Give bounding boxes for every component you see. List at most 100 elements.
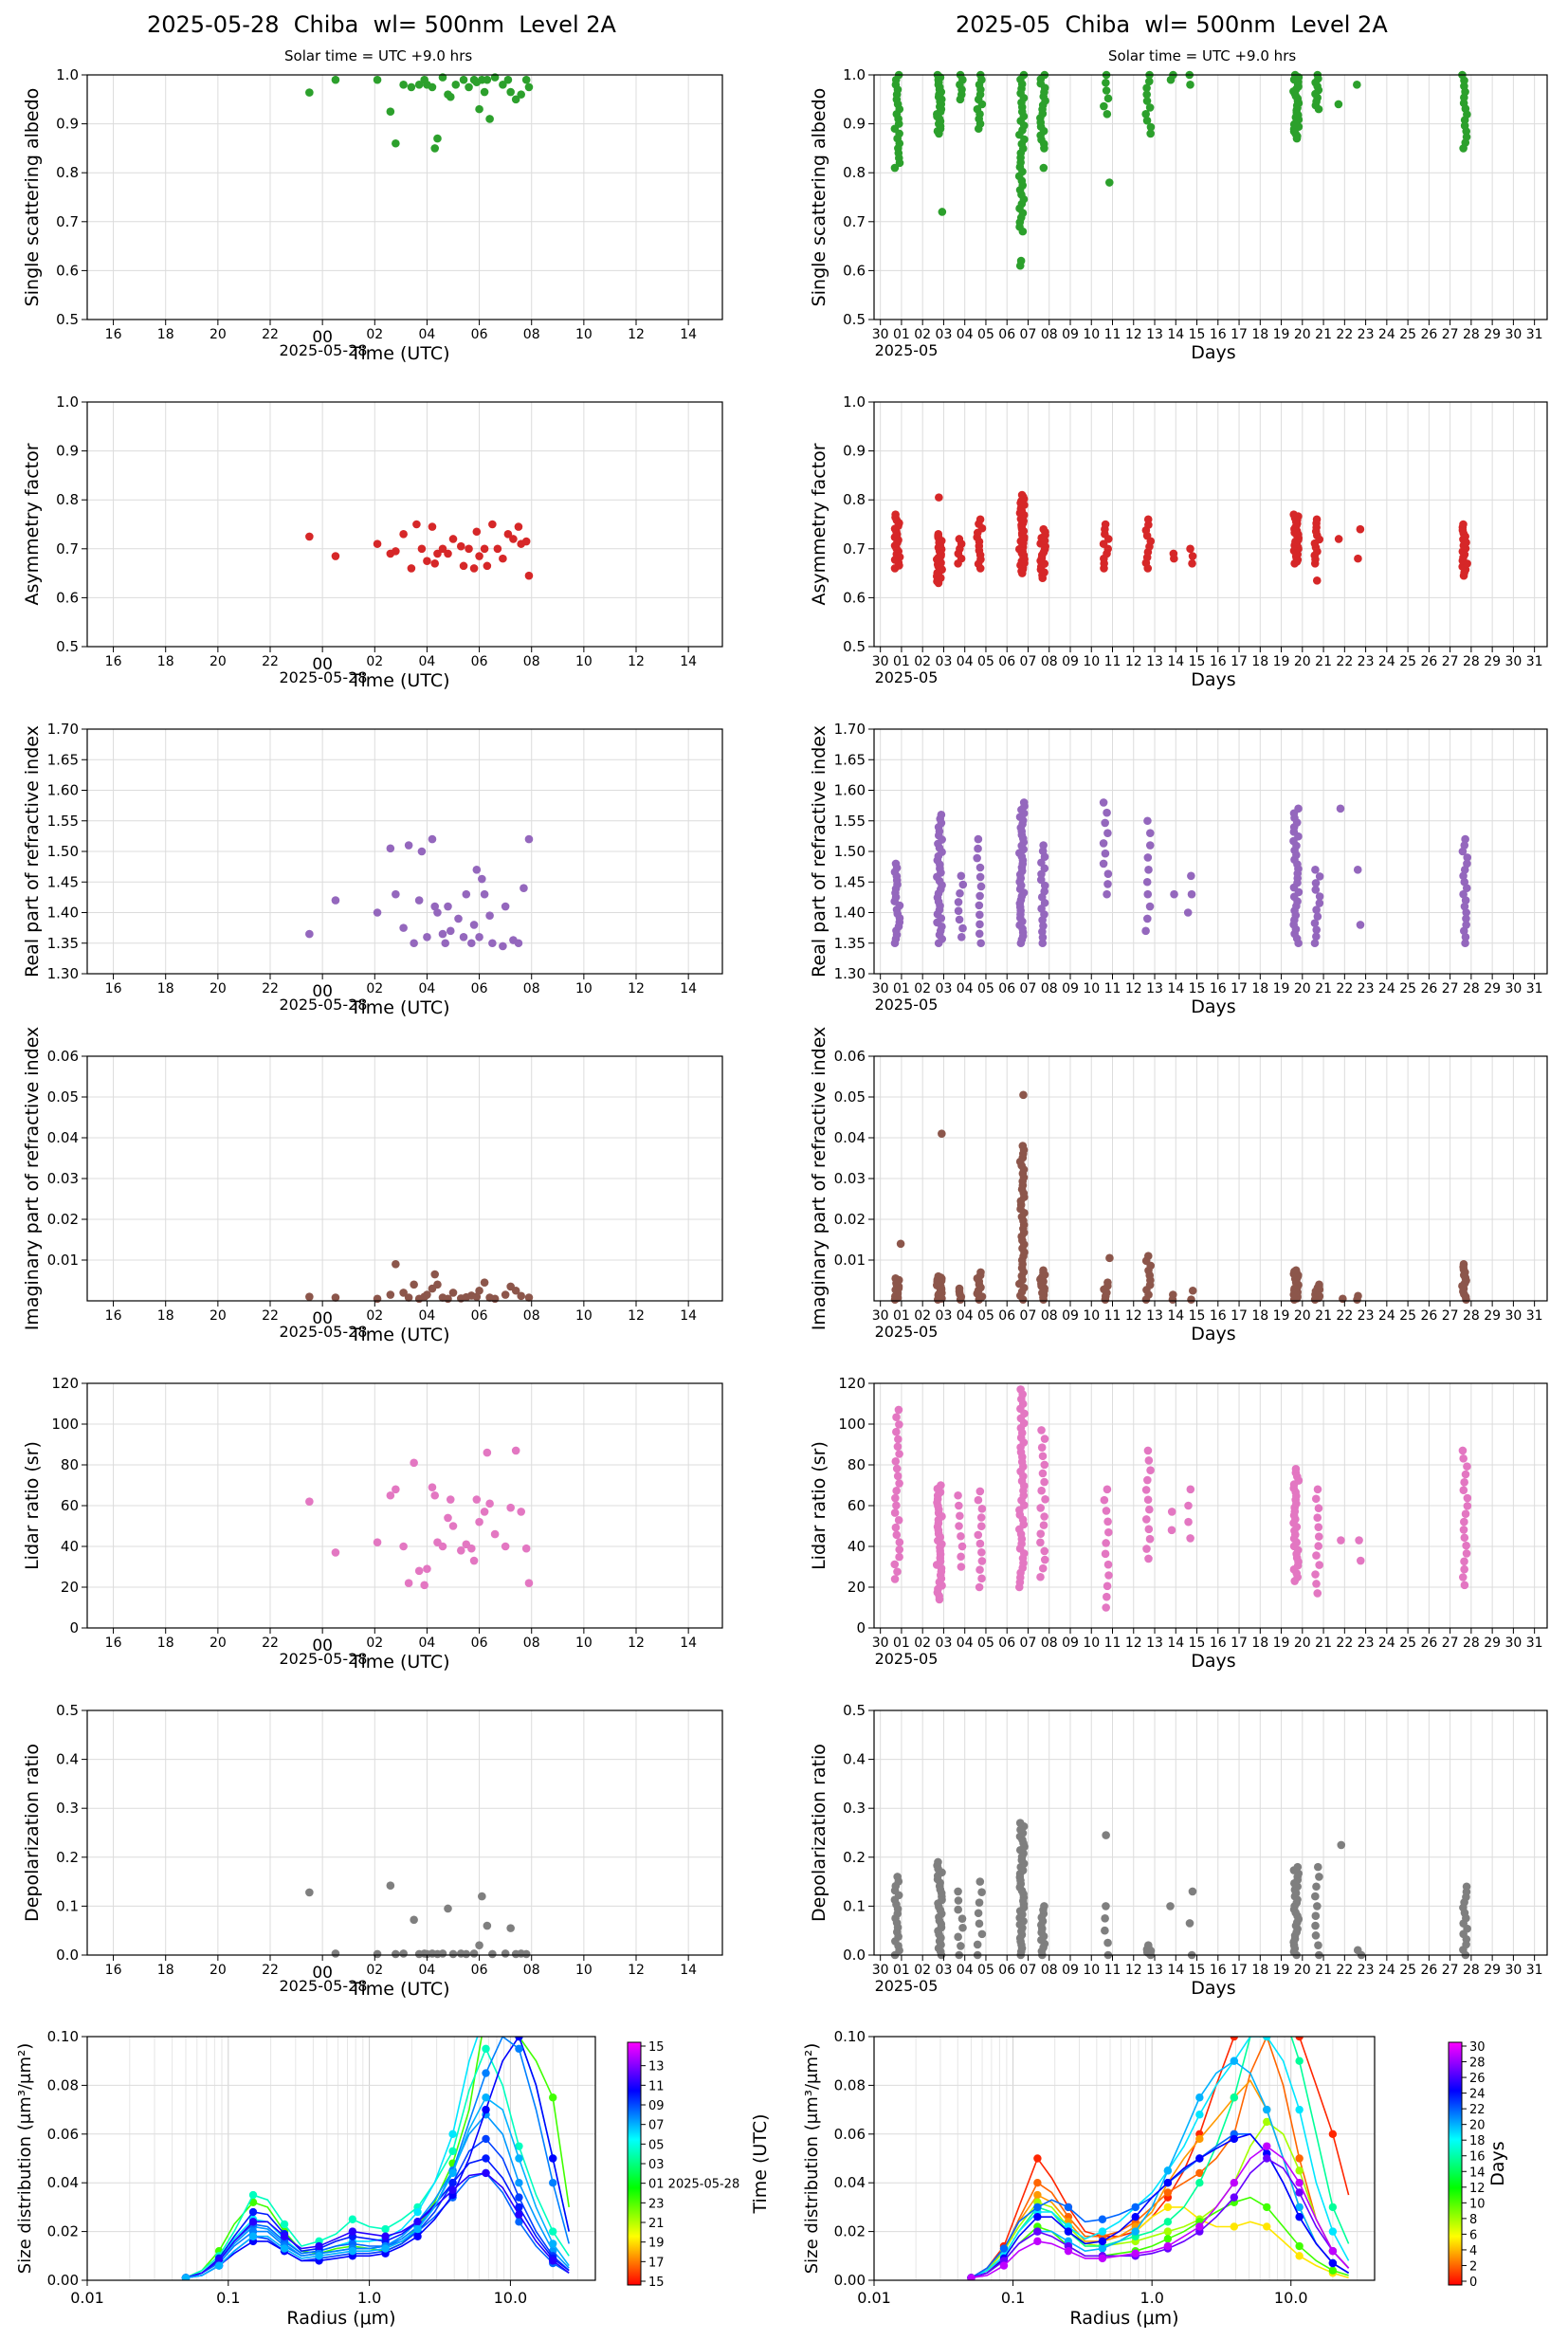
y-tick-label: 1.55: [47, 813, 79, 830]
data-point: [1040, 1512, 1048, 1521]
x-axis-label: Days: [1191, 1324, 1235, 1344]
x-tick-label: 14: [1167, 1636, 1184, 1651]
y-tick-label: 1.35: [47, 935, 79, 952]
data-point: [954, 1932, 962, 1942]
data-point: [1458, 1573, 1468, 1581]
x-tick-label: 23: [1358, 1636, 1375, 1651]
x-tick-label: 19: [1273, 654, 1290, 669]
x-date-label: 2025-05: [875, 1650, 939, 1668]
series-point: [413, 2224, 422, 2234]
data-point: [480, 1278, 489, 1287]
data-point: [1037, 1486, 1046, 1495]
colorbar-tick-label: 15: [648, 2040, 665, 2055]
y-tick-label: 0.01: [47, 1252, 79, 1269]
x-tick-label: 05: [977, 654, 994, 669]
x-tick-label: 22: [1336, 1963, 1353, 1978]
data-point: [938, 208, 947, 216]
data-point: [373, 539, 382, 548]
data-point: [485, 911, 494, 921]
x-tick-label: 15: [1189, 981, 1206, 996]
data-point: [1313, 1902, 1322, 1910]
x-tick-label: 25: [1399, 981, 1416, 996]
data-point: [1039, 1521, 1048, 1529]
data-point: [1038, 1452, 1048, 1461]
series-point: [348, 2227, 357, 2236]
x-tick-label: 22: [262, 1963, 279, 1978]
panel-R_depol: 30 01 02 03 04 05 06 07 08 09 10 11 12 13 14 15 16 17 18 19…: [809, 1702, 1548, 1999]
x-tick-label: 03: [936, 327, 953, 342]
x-tick-label: 08: [1041, 1308, 1058, 1324]
x-axis-label: Radius (μm): [1069, 2308, 1178, 2329]
data-point: [1142, 83, 1151, 93]
x-tick-label: 20: [1294, 981, 1311, 996]
data-point: [1463, 1493, 1472, 1503]
y-tick-label: 60: [61, 1497, 79, 1514]
y-axis-label: Lidar ratio (sr): [809, 1441, 830, 1570]
series-point: [315, 2241, 323, 2251]
data-point: [1460, 1564, 1468, 1574]
x-tick-label: 20: [210, 981, 227, 996]
series-point: [1064, 2227, 1073, 2236]
x-tick-label: 14: [1167, 654, 1184, 669]
data-point: [433, 1280, 442, 1289]
x-tick-label: 20: [1294, 1963, 1311, 1978]
x-tick-label: 04: [419, 327, 436, 342]
series-point: [1064, 2246, 1073, 2256]
x-tick-label: 12: [628, 654, 645, 669]
data-point: [1183, 908, 1193, 917]
series-point: [515, 2203, 523, 2212]
x-tick-label: 09: [1062, 1308, 1079, 1324]
data-point: [475, 933, 483, 941]
x-tick-label: 0.1: [216, 2289, 240, 2307]
y-tick-label: 0.03: [834, 1170, 866, 1187]
data-point: [1311, 879, 1321, 887]
y-tick-label: 1.50: [834, 843, 866, 860]
x-tick-label: 02: [914, 654, 931, 669]
data-point: [1143, 1495, 1153, 1505]
series-point: [1098, 2215, 1107, 2223]
series-point: [1230, 2057, 1239, 2065]
x-tick-label: 21: [1315, 327, 1332, 342]
data-point: [459, 75, 468, 84]
x-tick-label: 1.0: [357, 2289, 381, 2307]
data-point: [1458, 1446, 1468, 1455]
data-point: [1337, 1840, 1346, 1850]
data-point: [957, 1552, 965, 1562]
series-point: [448, 2185, 457, 2195]
data-point: [392, 547, 400, 556]
data-point: [511, 1286, 520, 1295]
series-point: [1064, 2203, 1073, 2212]
series-point: [1328, 2258, 1338, 2268]
series-point: [1295, 2057, 1304, 2065]
x-tick-label: 25: [1399, 654, 1416, 669]
y-tick-label: 1.0: [843, 66, 866, 83]
x-tick-label: 29: [1484, 654, 1501, 669]
x-tick-label: 15: [1189, 1963, 1206, 1978]
data-point: [934, 1271, 943, 1281]
x-tick-label: 08: [1041, 654, 1058, 669]
series-point: [1163, 2188, 1173, 2197]
data-point: [1460, 841, 1469, 850]
data-point: [444, 1513, 452, 1523]
data-point: [1103, 1278, 1112, 1287]
y-tick-label: 0.0: [843, 1947, 866, 1964]
series-point: [549, 2093, 557, 2102]
data-point: [976, 1522, 986, 1530]
data-point: [488, 520, 497, 529]
series-point: [1328, 2227, 1338, 2236]
data-point: [1337, 1536, 1345, 1545]
x-tick-label: 31: [1526, 1963, 1543, 1978]
x-tick-label: 04: [957, 1308, 974, 1324]
x-tick-label: 27: [1442, 654, 1459, 669]
x-date-label: 2025-05-28: [280, 341, 368, 359]
data-point: [1145, 1505, 1154, 1514]
data-point: [444, 549, 452, 558]
x-tick-label: 0.01: [857, 2289, 891, 2307]
plot-frame: [873, 2036, 1376, 2281]
series-point: [1131, 2227, 1140, 2236]
x-tick-label: 16: [1210, 1308, 1227, 1324]
series-point: [1033, 2212, 1042, 2221]
y-tick-label: 1.30: [834, 965, 866, 982]
x-tick-label: 16: [105, 654, 122, 669]
